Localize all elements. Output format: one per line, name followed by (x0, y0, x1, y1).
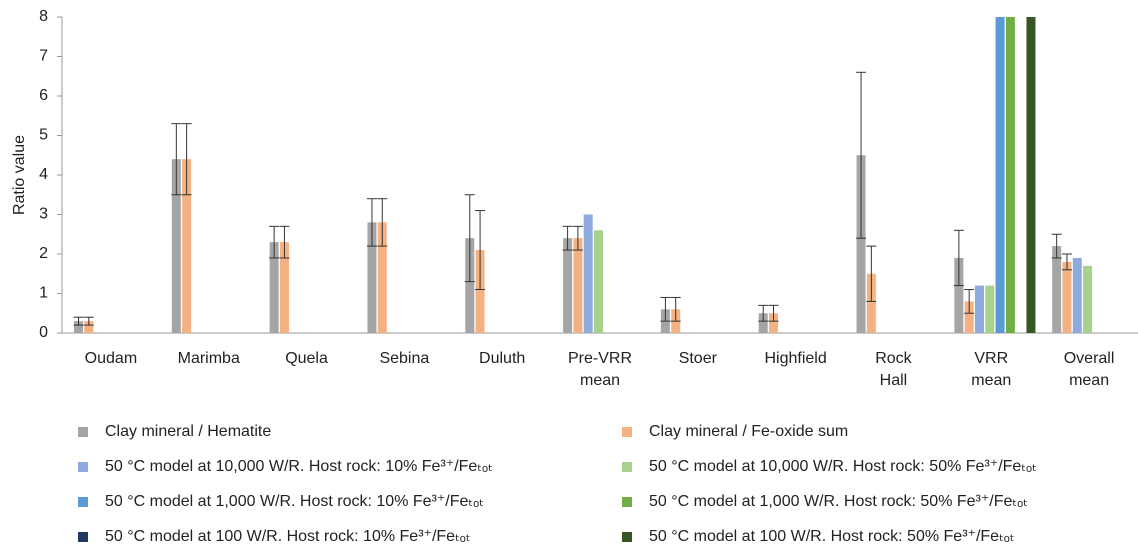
bar (475, 250, 485, 333)
error-bar (1051, 233, 1062, 259)
x-tick-label: Quela (285, 350, 328, 367)
error-bar (377, 198, 388, 247)
bar (1083, 265, 1093, 333)
bar (1052, 246, 1062, 333)
error-bar (856, 71, 867, 239)
legend-swatch (78, 427, 88, 437)
legend-swatch (78, 497, 88, 507)
x-tick-label: Oudam (85, 350, 137, 367)
y-tick-label: 8 (39, 8, 48, 25)
error-bar (181, 123, 192, 196)
bar (985, 285, 995, 333)
error-bar (866, 245, 877, 302)
legend-label: 50 °C model at 100 W/R. Host rock: 50% F… (649, 528, 1015, 545)
bar (279, 242, 289, 333)
error-bar (366, 198, 377, 247)
y-tick-label: 0 (39, 324, 48, 341)
bar (1005, 17, 1015, 333)
bar (465, 238, 475, 333)
bar (1026, 17, 1036, 333)
y-tick-label: 7 (39, 48, 48, 65)
y-tick-label: 4 (39, 166, 48, 183)
legend-label: 50 °C model at 1,000 W/R. Host rock: 50%… (649, 493, 1028, 510)
legend-swatch (78, 532, 88, 542)
bar (593, 230, 603, 333)
bar (1062, 261, 1072, 333)
error-bar (269, 225, 280, 259)
bar (182, 159, 192, 333)
error-bar (572, 225, 583, 251)
x-tick-label: Pre-VRR mean (568, 350, 632, 389)
legend-label: 50 °C model at 10,000 W/R. Host rock: 50… (649, 458, 1037, 475)
bar (974, 285, 984, 333)
error-bar (758, 304, 769, 322)
bar (964, 301, 974, 333)
y-tick-label: 3 (39, 206, 48, 223)
legend-swatch (622, 532, 632, 542)
bar (171, 159, 181, 333)
bar (573, 238, 583, 333)
bar (367, 222, 377, 333)
legend-swatch (622, 497, 632, 507)
bar (758, 313, 768, 333)
bar (84, 321, 94, 333)
x-tick-label: Sebina (379, 350, 429, 367)
y-tick-label: 6 (39, 87, 48, 104)
bar (74, 321, 83, 333)
error-bar (464, 194, 475, 283)
bar (377, 222, 387, 333)
bar (866, 273, 876, 333)
legend-label: Clay mineral / Fe-oxide sum (649, 423, 848, 440)
legend-swatch (622, 427, 632, 437)
y-tick-label: 1 (39, 285, 48, 302)
error-bar (660, 296, 671, 322)
bar (563, 238, 573, 333)
error-bar (171, 123, 182, 196)
error-bar (670, 296, 681, 322)
x-tick-label: Duluth (479, 350, 525, 367)
legend-swatch (622, 462, 632, 472)
y-tick-label: 2 (39, 245, 48, 262)
x-tick-label: Overall mean (1064, 350, 1115, 389)
bar (769, 313, 779, 333)
legend-label: Clay mineral / Hematite (105, 423, 271, 440)
x-tick-label: VRR mean (971, 350, 1011, 389)
error-bar (475, 210, 486, 291)
bar (583, 214, 593, 333)
bar (1072, 257, 1082, 333)
x-tick-label: Stoer (679, 350, 718, 367)
error-bar (73, 316, 84, 326)
error-bar (953, 229, 964, 287)
error-bar (562, 225, 573, 251)
error-bar (768, 304, 779, 322)
error-bar (964, 289, 975, 314)
error-bar (279, 225, 290, 259)
error-bar (83, 316, 94, 326)
legend-label: 50 °C model at 1,000 W/R. Host rock: 10%… (105, 493, 484, 510)
bar (995, 17, 1005, 333)
y-axis-label: Ratio value (11, 135, 28, 215)
legend-swatch (78, 462, 88, 472)
error-bar (1061, 253, 1072, 271)
legend-label: 50 °C model at 100 W/R. Host rock: 10% F… (105, 528, 471, 545)
legend-label: 50 °C model at 10,000 W/R. Host rock: 10… (105, 458, 493, 475)
bar (856, 155, 866, 333)
x-tick-label: Marimba (178, 350, 240, 367)
x-tick-label: Highfield (765, 350, 827, 367)
x-tick-label: Rock Hall (875, 350, 912, 389)
y-tick-label: 5 (39, 127, 48, 144)
bar (269, 242, 279, 333)
bar (954, 257, 964, 333)
